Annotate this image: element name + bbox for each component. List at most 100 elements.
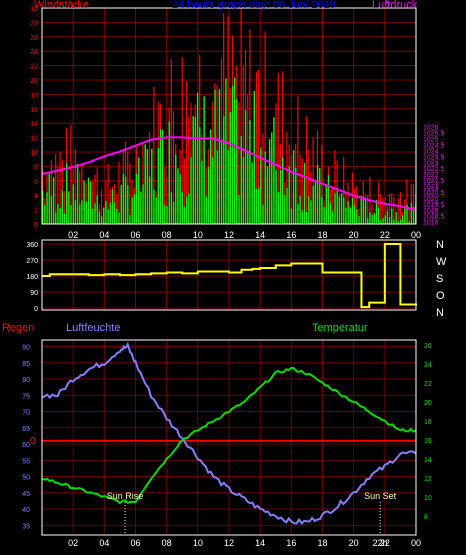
wind-avg-bar bbox=[284, 195, 286, 224]
wind-avg-bar bbox=[351, 197, 354, 224]
wind-avg-bar bbox=[238, 195, 240, 224]
wind-avg-bar bbox=[229, 112, 232, 224]
wind-avg-bar bbox=[388, 217, 391, 224]
wind-gust-bar bbox=[382, 197, 384, 224]
wind-avg-bar bbox=[113, 202, 116, 224]
wind-avg-bar bbox=[214, 89, 216, 225]
wind-avg-bar bbox=[395, 212, 397, 224]
time-tick-label: 00 bbox=[411, 230, 421, 240]
wind-avg-bar bbox=[133, 194, 136, 224]
wind-avg-bar bbox=[412, 207, 415, 224]
wind-gust-bar bbox=[408, 209, 410, 224]
wind-gust-bar bbox=[142, 143, 144, 224]
wind-avg-bar bbox=[275, 169, 277, 224]
wind-avg-bar bbox=[216, 150, 218, 224]
wind-avg-bar bbox=[61, 190, 64, 224]
humidity-temperature-grid bbox=[42, 340, 417, 535]
pressure-tick-label: 1019 bbox=[423, 208, 439, 215]
wind-gust-bar bbox=[74, 149, 76, 224]
temperature-tick-label: 18 bbox=[424, 419, 432, 426]
temperature-tick-label: 12 bbox=[424, 476, 432, 483]
wind-avg-bar bbox=[168, 121, 170, 224]
wind-avg-bar bbox=[194, 117, 197, 224]
compass-label: O bbox=[436, 290, 445, 302]
chart-title: 24 hours graph day: 09 Juni 2019 bbox=[172, 0, 336, 11]
humidity-y-axis-labels: 35 40 45 50 55 60 65 70 75 80 85 90 bbox=[22, 345, 30, 531]
wind-avg-bar bbox=[170, 192, 173, 224]
wind-gust-bar bbox=[384, 197, 386, 224]
wind-avg-bar bbox=[48, 173, 50, 224]
pressure-tick-label: 1020 bbox=[423, 196, 439, 203]
wind-gust-bar bbox=[262, 133, 264, 224]
wind-avg-bar bbox=[218, 89, 221, 224]
humidity-tick-label: 90 bbox=[22, 345, 30, 352]
wind-avg-bar bbox=[223, 116, 225, 224]
wind-tick-label: 22 bbox=[30, 64, 38, 71]
wind-tick-label: 10 bbox=[30, 150, 38, 157]
wind-avg-bar bbox=[358, 216, 360, 224]
wind-avg-bar bbox=[397, 221, 400, 224]
wind-gust-bar bbox=[181, 57, 183, 225]
wind-avg-bar bbox=[340, 193, 343, 224]
wind-avg-bar bbox=[373, 212, 376, 224]
direction-frame bbox=[41, 239, 417, 311]
wind-avg-bar bbox=[122, 173, 125, 224]
wind-gust-bar bbox=[371, 204, 373, 224]
wind-avg-bar bbox=[249, 119, 251, 224]
wind-tick-label: 18 bbox=[30, 92, 38, 99]
wind-tick-label: 4 bbox=[34, 193, 38, 200]
wind-gust-bar bbox=[257, 69, 260, 224]
wind-x-axis-labels: 02 04 06 08 10 12 14 16 18 20 22 00 bbox=[68, 230, 421, 240]
wind-avg-bar bbox=[314, 180, 317, 224]
wind-avg-bar bbox=[367, 218, 369, 224]
wind-gust-bar bbox=[308, 149, 310, 224]
wind-pressure-grid bbox=[42, 7, 417, 225]
compass-label: N bbox=[436, 307, 444, 319]
wind-avg-bar bbox=[79, 204, 81, 224]
wind-avg-bar bbox=[321, 196, 323, 224]
humidity-title: Luftfeuchte bbox=[66, 322, 120, 334]
wind-avg-bar bbox=[384, 215, 386, 224]
wind-avg-bar bbox=[399, 219, 402, 224]
direction-tick-label: 180 bbox=[26, 274, 38, 281]
wind-avg-bar bbox=[323, 207, 325, 224]
wind-avg-bar bbox=[127, 185, 129, 224]
wind-gust-bar bbox=[277, 73, 279, 224]
wind-avg-bar bbox=[52, 177, 55, 224]
pressure-line bbox=[41, 136, 417, 211]
wind-gust-bar bbox=[227, 15, 229, 225]
time-tick-label: 18 bbox=[317, 230, 327, 240]
wind-avg-bar bbox=[63, 213, 66, 224]
direction-tick-label: 0 bbox=[34, 306, 38, 313]
wind-gust-bar bbox=[55, 153, 57, 224]
wind-avg-bar bbox=[142, 184, 144, 224]
wind-avg-bar bbox=[120, 184, 122, 224]
wind-avg-bar bbox=[74, 200, 77, 224]
wind-avg-bar bbox=[327, 175, 330, 224]
wind-avg-bar bbox=[166, 206, 168, 224]
wind-avg-bar bbox=[57, 204, 59, 224]
wind-avg-bar bbox=[175, 154, 177, 224]
wind-avg-bar bbox=[227, 149, 229, 224]
wind-gust-bar bbox=[183, 158, 186, 224]
wind-avg-bar bbox=[364, 198, 367, 224]
wind-avg-bar bbox=[353, 204, 356, 224]
wind-avg-bar bbox=[404, 208, 406, 224]
time-tick-label: 12 bbox=[224, 538, 234, 548]
wind-avg-bar bbox=[386, 211, 389, 224]
wind-avg-bar bbox=[111, 189, 114, 224]
wind-avg-bar bbox=[129, 215, 131, 224]
wind-gust-bar bbox=[305, 116, 308, 224]
wind-avg-bar bbox=[144, 144, 146, 224]
pressure-tick-label: 1022 bbox=[423, 172, 439, 179]
wind-avg-bar bbox=[369, 212, 371, 224]
wind-gust-bar bbox=[188, 116, 190, 224]
wind-avg-bar bbox=[55, 212, 57, 224]
wind-gust-bar bbox=[153, 86, 155, 224]
wind-avg-bar bbox=[244, 110, 247, 224]
wind-avg-bar bbox=[161, 129, 164, 224]
wind-avg-bar bbox=[146, 149, 149, 224]
time-tick-label: 04 bbox=[99, 230, 109, 240]
